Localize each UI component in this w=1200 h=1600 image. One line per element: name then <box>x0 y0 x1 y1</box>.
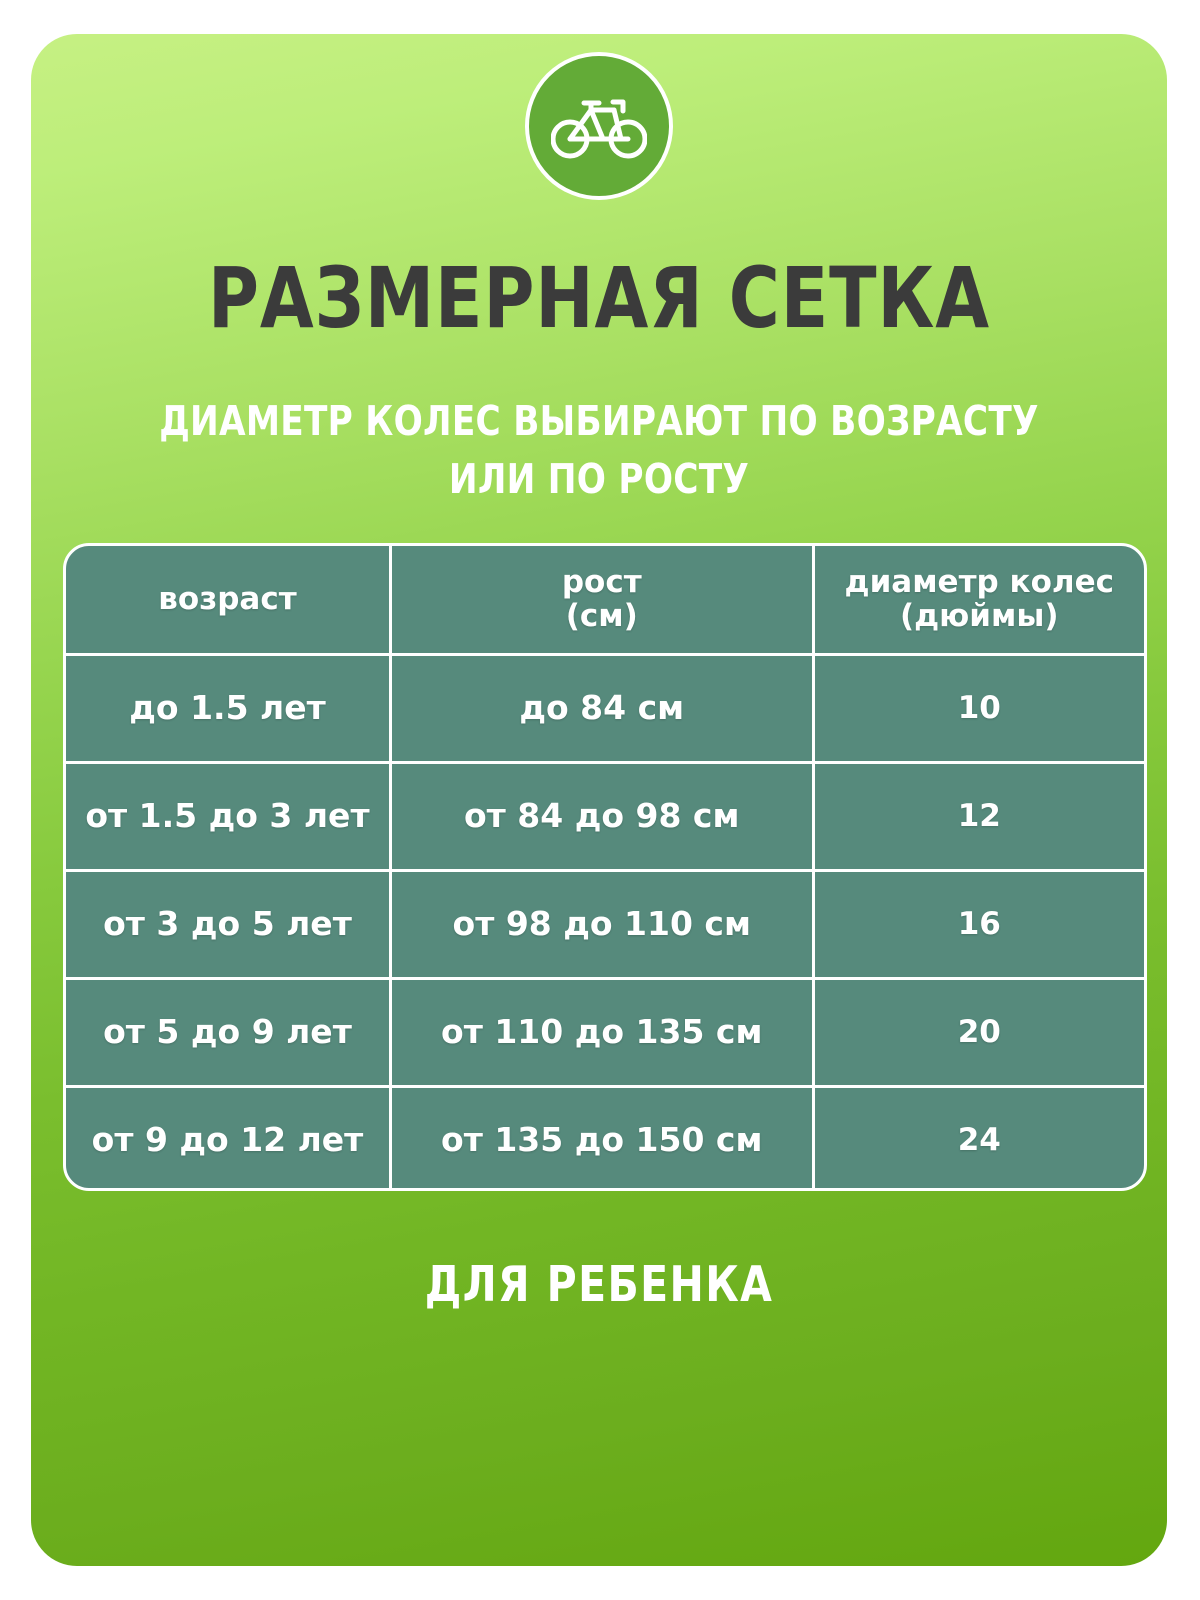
column-header-wheel-line2: (дюймы) <box>899 598 1059 635</box>
table-row: от 3 до 5 лет от 98 до 110 см 16 <box>66 870 1144 980</box>
cell-height: от 98 до 110 см <box>390 870 815 980</box>
bicycle-icon <box>551 93 647 159</box>
brand-badge-wrap <box>31 52 1167 200</box>
cell-wheel: 12 <box>813 762 1144 872</box>
cell-height: от 135 до 150 см <box>390 1086 815 1188</box>
cell-age: от 5 до 9 лет <box>66 978 392 1088</box>
column-header-age: возраст <box>66 546 392 656</box>
table-row: до 1.5 лет до 84 см 10 <box>66 654 1144 764</box>
column-header-wheel-line1: диаметр колес <box>844 563 1114 600</box>
page-title: РАЗМЕРНАЯ СЕТКА <box>208 249 990 347</box>
cell-wheel: 20 <box>813 978 1144 1088</box>
cell-wheel: 24 <box>957 1122 1001 1159</box>
brand-badge <box>525 52 673 200</box>
cell-height: от 84 до 98 см <box>390 762 815 872</box>
green-panel: РАЗМЕРНАЯ СЕТКА ДИАМЕТР КОЛЕС ВЫБИРАЮТ П… <box>31 34 1167 1566</box>
cell-age: от 1.5 до 3 лет <box>66 762 392 872</box>
cell-wheel: 16 <box>813 870 1144 980</box>
cell-height: от 110 до 135 см <box>390 978 815 1088</box>
column-header-height-line1: рост <box>561 563 642 600</box>
table-row: от 5 до 9 лет от 110 до 135 см 20 <box>66 978 1144 1088</box>
table-row: от 9 до 12 лет от 135 до 150 см 24 <box>66 1086 1144 1188</box>
size-table: возраст рост (см) диаметр колес (дюймы) <box>63 543 1147 1191</box>
table-header-row: возраст рост (см) диаметр колес (дюймы) <box>66 546 1144 656</box>
table-row: от 1.5 до 3 лет от 84 до 98 см 12 <box>66 762 1144 872</box>
cell-wheel: 10 <box>813 654 1144 764</box>
footer-caption: ДЛЯ РЕБЕНКА <box>424 1256 774 1313</box>
column-header-height: рост (см) <box>390 546 815 656</box>
column-header-age-line1: возраст <box>158 580 297 617</box>
cell-age: до 1.5 лет <box>66 654 392 764</box>
column-header-wheel: диаметр колес (дюймы) <box>813 546 1144 656</box>
cell-age: от 3 до 5 лет <box>66 870 392 980</box>
page-subtitle: ДИАМЕТР КОЛЕС ВЫБИРАЮТ ПО ВОЗРАСТУ ИЛИ П… <box>159 397 1039 503</box>
cell-height: до 84 см <box>390 654 815 764</box>
column-header-height-line2: (см) <box>565 598 638 635</box>
cell-age: от 9 до 12 лет <box>66 1086 392 1188</box>
